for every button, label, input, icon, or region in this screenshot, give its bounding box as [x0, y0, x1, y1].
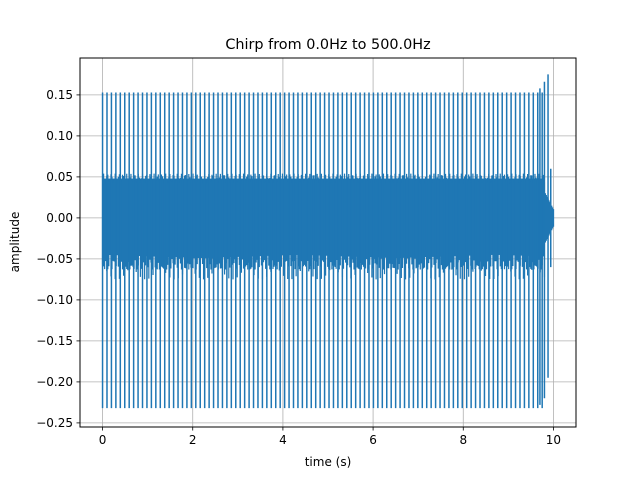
- series-chirp: [101, 74, 555, 409]
- x-axis-label: time (s): [305, 455, 352, 469]
- y-tick-label: 0.05: [46, 170, 73, 184]
- y-tick-label: −0.05: [36, 252, 73, 266]
- y-tick-label: −0.15: [36, 334, 73, 348]
- y-tick-label: −0.20: [36, 375, 73, 389]
- axes-frame: [79, 57, 577, 428]
- x-axis: 0 2 4 6 8 10: [99, 427, 561, 447]
- x-tick-label: 0: [99, 433, 107, 447]
- y-tick-label: −0.10: [36, 293, 73, 307]
- x-tick-label: 4: [279, 433, 287, 447]
- chart-title: Chirp from 0.0Hz to 500.0Hz: [225, 37, 430, 53]
- x-tick-label: 6: [369, 433, 377, 447]
- x-tick-label: 10: [546, 433, 561, 447]
- y-tick-label: 0.00: [46, 211, 73, 225]
- x-tick-label: 2: [189, 433, 197, 447]
- signal-tail: [544, 193, 555, 243]
- y-tick-label: −0.25: [36, 416, 73, 430]
- y-tick-label: 0.15: [46, 88, 73, 102]
- x-tick-label: 8: [459, 433, 467, 447]
- signal-spikes: [101, 92, 543, 409]
- y-axis: 0.15 0.10 0.05 0.00 −0.05 −0.10 −0.15 −0.20 −0.2…: [36, 88, 80, 430]
- y-tick-label: 0.10: [46, 129, 73, 143]
- y-axis-label: amplitude: [8, 212, 22, 273]
- signal-end-envelope: [539, 74, 552, 405]
- plot-area: [101, 74, 555, 409]
